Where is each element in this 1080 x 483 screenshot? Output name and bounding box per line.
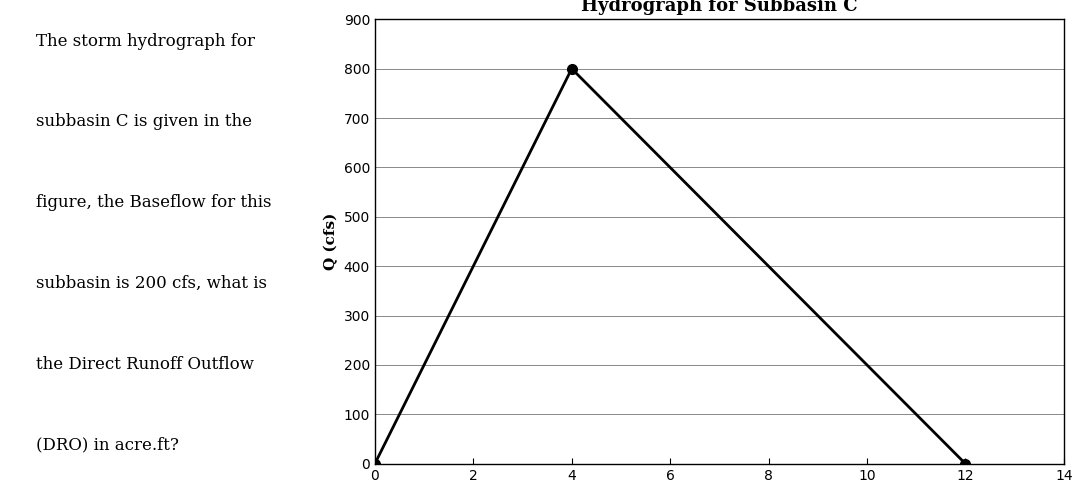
- Text: the Direct Runoff Outflow: the Direct Runoff Outflow: [36, 356, 254, 373]
- Text: figure, the Baseflow for this: figure, the Baseflow for this: [36, 194, 271, 211]
- Text: subbasin C is given in the: subbasin C is given in the: [36, 114, 252, 130]
- Y-axis label: Q (cfs): Q (cfs): [324, 213, 338, 270]
- Text: The storm hydrograph for: The storm hydrograph for: [36, 33, 255, 50]
- Text: (DRO) in acre.ft?: (DRO) in acre.ft?: [36, 437, 178, 454]
- Title: Hydrograph for Subbasin C: Hydrograph for Subbasin C: [581, 0, 858, 15]
- Text: subbasin is 200 cfs, what is: subbasin is 200 cfs, what is: [36, 275, 267, 292]
